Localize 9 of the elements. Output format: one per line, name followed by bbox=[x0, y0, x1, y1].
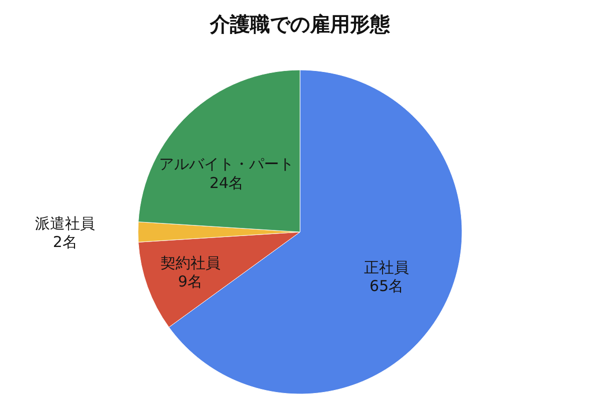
data-label: 9名 bbox=[178, 272, 203, 291]
data-label: 65名 bbox=[370, 277, 404, 296]
data-label: 2名 bbox=[52, 233, 78, 251]
slice-label: アルバイト・パート bbox=[159, 155, 294, 174]
slice-label: 派遣社員 bbox=[35, 214, 96, 232]
chart-title: 介護職での雇用形態 bbox=[209, 12, 391, 36]
slice-label: 正社員 bbox=[364, 258, 410, 276]
data-label: 24名 bbox=[209, 174, 244, 192]
slice-label: 契約社員 bbox=[160, 254, 220, 272]
